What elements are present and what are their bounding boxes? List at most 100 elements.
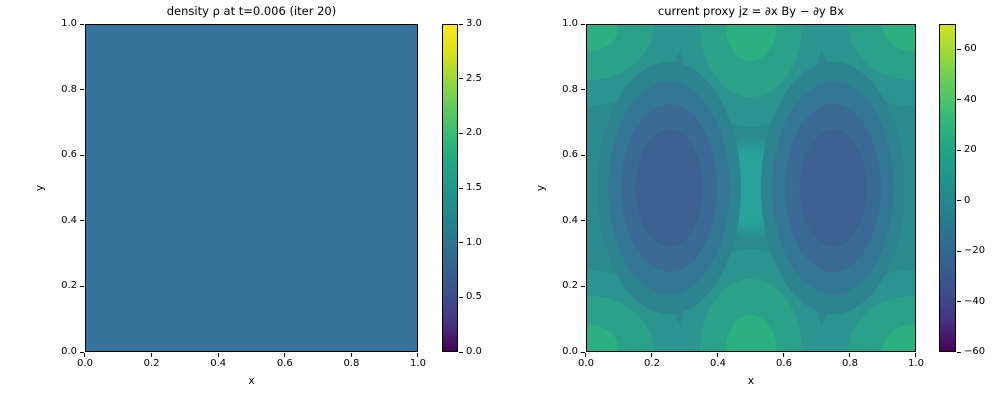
colorbar-tick: 60 — [957, 44, 977, 54]
y-tick-label: 1.0 — [61, 18, 77, 29]
colorbar-tick-label: 20 — [964, 144, 977, 156]
colorbar-tick-mark — [957, 250, 961, 252]
x-tick-label: 0.8 — [343, 358, 360, 369]
y-tick: 1.0 — [61, 19, 84, 29]
colorbar-tick-label: 60 — [964, 43, 977, 55]
colorbar-tick: 0 — [957, 194, 971, 206]
x-tick: 0.6 — [776, 353, 792, 369]
colorbar-tick-mark — [957, 200, 961, 202]
colorbar-tick-label: 40 — [964, 93, 977, 105]
colorbar-tick-label: 1.0 — [466, 236, 482, 248]
y-tick-label: 1.0 — [562, 18, 578, 29]
y-tick: 0.2 — [61, 281, 84, 291]
colorbar-tick: 1.0 — [459, 236, 482, 248]
colorbar-tick: 3.0 — [459, 19, 482, 29]
colorbar-tick-mark — [957, 99, 961, 101]
y-tick-label: 0.6 — [61, 149, 77, 161]
x-tick-mark — [849, 353, 851, 357]
density-colorbar — [442, 24, 458, 352]
density-x-axis-ticks: 0.0 0.2 0.4 0.6 0.8 1.0 — [77, 353, 426, 373]
x-tick-label: 0.8 — [842, 358, 858, 369]
colorbar-tick-mark — [957, 351, 961, 353]
colorbar-tick-label: −40 — [964, 295, 986, 307]
y-tick: 0.2 — [562, 281, 585, 291]
y-tick-mark — [581, 89, 585, 91]
current-proxy-x-axis-label: x — [747, 375, 755, 387]
y-tick-mark — [80, 23, 84, 25]
x-tick-mark — [783, 353, 785, 357]
x-tick-mark — [350, 353, 352, 357]
x-tick: 1.0 — [410, 353, 426, 369]
x-tick-label: 0.4 — [210, 358, 227, 369]
x-tick-label: 0.6 — [776, 358, 792, 369]
x-tick-mark — [217, 353, 219, 357]
colorbar-tick-label: 3.0 — [466, 18, 482, 29]
y-tick-mark — [581, 23, 585, 25]
y-tick-label: 0.8 — [61, 83, 77, 95]
colorbar-tick: −40 — [957, 295, 986, 307]
colorbar-tick: 2.0 — [459, 128, 482, 138]
colorbar-tick-mark — [459, 78, 463, 80]
y-tick: 0.8 — [562, 84, 585, 95]
y-tick: 0.4 — [562, 215, 585, 226]
y-tick-mark — [80, 89, 84, 91]
x-tick-label: 1.0 — [410, 358, 426, 369]
y-tick-mark — [581, 154, 585, 156]
x-tick-label: 0.6 — [276, 358, 293, 369]
current-proxy-plot-area — [586, 24, 916, 352]
density-plot-title: density ρ at t=0.006 (iter 20) — [166, 4, 337, 18]
x-tick-mark — [151, 353, 153, 357]
y-tick-mark — [80, 285, 84, 287]
colorbar-tick-label: −60 — [964, 346, 986, 357]
colorbar-tick-mark — [459, 132, 463, 134]
y-tick-mark — [581, 285, 585, 287]
y-tick-label: 0.0 — [562, 346, 578, 357]
colorbar-tick-mark — [957, 48, 961, 50]
current-proxy-y-axis-ticks: 0.0 0.2 0.4 0.6 0.8 1.0 — [501, 19, 585, 357]
colorbar-tick-mark — [459, 187, 463, 189]
colorbar-tick-mark — [957, 301, 961, 303]
colorbar-tick: 0.5 — [459, 292, 482, 302]
x-tick: 0.4 — [710, 353, 726, 369]
x-tick: 0.0 — [578, 353, 594, 369]
current-proxy-colorbar — [939, 24, 956, 352]
y-tick-label: 0.6 — [562, 149, 578, 161]
colorbar-tick-mark — [957, 149, 961, 151]
y-tick-mark — [581, 220, 585, 222]
density-colorbar-ticks: 3.0 2.5 2.0 1.5 1.0 0.5 0.0 — [459, 19, 499, 357]
colorbar-tick: 40 — [957, 93, 977, 105]
x-tick: 0.4 — [210, 353, 226, 369]
current-proxy-x-axis-ticks: 0.0 0.2 0.4 0.6 0.8 1.0 — [578, 353, 924, 373]
density-x-axis-label: x — [248, 375, 255, 387]
current-proxy-y-axis-label: y — [535, 184, 547, 192]
colorbar-tick-label: 2.5 — [466, 72, 482, 84]
current-proxy-plot-title: current proxy jz = ∂x By − ∂y Bx — [657, 4, 845, 18]
colorbar-tick-label: 0 — [964, 194, 971, 206]
colorbar-tick-label: 2.0 — [466, 127, 482, 139]
x-tick-label: 0.2 — [644, 358, 660, 369]
x-tick-mark — [651, 353, 653, 357]
y-tick: 0.0 — [562, 347, 585, 357]
y-tick-mark — [80, 154, 84, 156]
x-tick-label: 1.0 — [908, 358, 924, 369]
colorbar-tick: 0.0 — [459, 347, 482, 357]
y-tick-label: 0.2 — [61, 280, 77, 292]
y-tick: 0.6 — [61, 150, 84, 160]
x-tick-mark — [717, 353, 719, 357]
x-tick-mark — [417, 353, 419, 357]
x-tick-label: 0.2 — [143, 358, 160, 369]
x-tick-mark — [84, 353, 86, 357]
colorbar-tick-mark — [459, 351, 463, 353]
x-tick: 0.0 — [77, 353, 93, 369]
y-tick-mark — [80, 220, 84, 222]
y-tick: 0.8 — [61, 83, 84, 95]
x-tick-label: 0.0 — [578, 358, 594, 369]
y-tick-mark — [80, 351, 84, 353]
y-tick-label: 0.0 — [61, 346, 77, 357]
x-tick-label: 0.4 — [710, 358, 726, 369]
density-y-axis-label: y — [34, 184, 46, 192]
x-tick: 1.0 — [908, 353, 924, 369]
colorbar-tick-label: 1.5 — [466, 182, 482, 193]
colorbar-tick-mark — [459, 23, 463, 25]
